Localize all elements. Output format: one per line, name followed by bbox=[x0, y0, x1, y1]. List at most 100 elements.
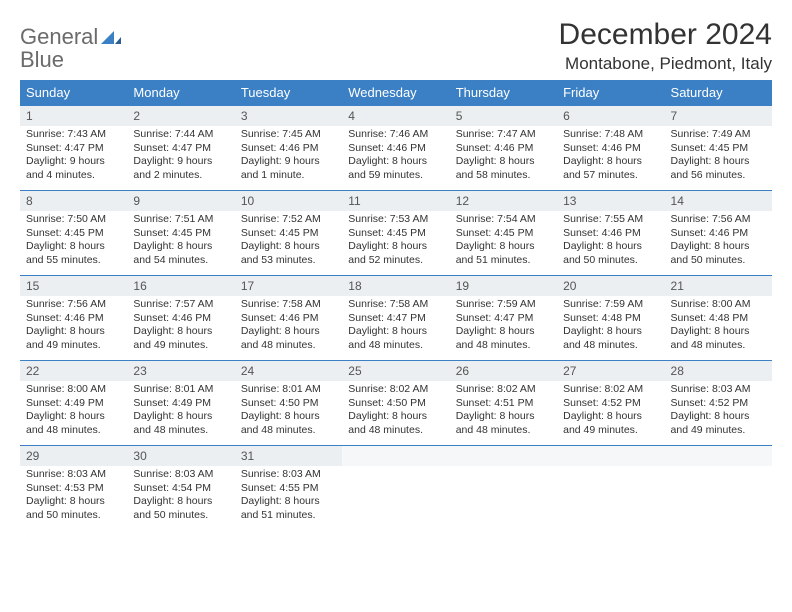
day-number: 15 bbox=[20, 276, 127, 297]
daylight-text: Daylight: 8 hours and 50 minutes. bbox=[671, 240, 766, 267]
sunrise-text: Sunrise: 8:03 AM bbox=[133, 468, 228, 482]
daylight-text: Daylight: 8 hours and 56 minutes. bbox=[671, 155, 766, 182]
sunset-text: Sunset: 4:46 PM bbox=[348, 142, 443, 156]
weekday-header: Wednesday bbox=[342, 80, 449, 106]
location: Montabone, Piedmont, Italy bbox=[559, 54, 772, 74]
sunrise-text: Sunrise: 8:00 AM bbox=[26, 383, 121, 397]
daylight-text: Daylight: 8 hours and 50 minutes. bbox=[26, 495, 121, 522]
day-number: 17 bbox=[235, 276, 342, 297]
day-number-row: 293031 bbox=[20, 446, 772, 467]
day-content-row: Sunrise: 7:50 AMSunset: 4:45 PMDaylight:… bbox=[20, 211, 772, 276]
sunrise-text: Sunrise: 7:53 AM bbox=[348, 213, 443, 227]
day-number: 6 bbox=[557, 106, 664, 127]
daylight-text: Daylight: 9 hours and 2 minutes. bbox=[133, 155, 228, 182]
daylight-text: Daylight: 8 hours and 48 minutes. bbox=[456, 325, 551, 352]
sunrise-text: Sunrise: 7:59 AM bbox=[456, 298, 551, 312]
day-number: 30 bbox=[127, 446, 234, 467]
sunrise-text: Sunrise: 7:45 AM bbox=[241, 128, 336, 142]
day-number-row: 22232425262728 bbox=[20, 361, 772, 382]
day-number: 26 bbox=[450, 361, 557, 382]
day-number: 14 bbox=[665, 191, 772, 212]
sunrise-text: Sunrise: 8:02 AM bbox=[348, 383, 443, 397]
sunrise-text: Sunrise: 7:44 AM bbox=[133, 128, 228, 142]
day-content-row: Sunrise: 7:43 AMSunset: 4:47 PMDaylight:… bbox=[20, 126, 772, 191]
daylight-text: Daylight: 8 hours and 55 minutes. bbox=[26, 240, 121, 267]
day-number: 18 bbox=[342, 276, 449, 297]
weekday-header: Tuesday bbox=[235, 80, 342, 106]
sunrise-text: Sunrise: 8:02 AM bbox=[563, 383, 658, 397]
day-number: 7 bbox=[665, 106, 772, 127]
sunrise-text: Sunrise: 8:03 AM bbox=[671, 383, 766, 397]
day-cell: Sunrise: 8:00 AMSunset: 4:48 PMDaylight:… bbox=[665, 296, 772, 361]
daylight-text: Daylight: 8 hours and 50 minutes. bbox=[563, 240, 658, 267]
day-number: 16 bbox=[127, 276, 234, 297]
day-number-row: 15161718192021 bbox=[20, 276, 772, 297]
daylight-text: Daylight: 8 hours and 54 minutes. bbox=[133, 240, 228, 267]
day-cell: Sunrise: 8:01 AMSunset: 4:49 PMDaylight:… bbox=[127, 381, 234, 446]
title-block: December 2024 Montabone, Piedmont, Italy bbox=[559, 18, 772, 74]
day-number: 27 bbox=[557, 361, 664, 382]
sunset-text: Sunset: 4:45 PM bbox=[133, 227, 228, 241]
sunset-text: Sunset: 4:47 PM bbox=[133, 142, 228, 156]
day-cell: Sunrise: 7:55 AMSunset: 4:46 PMDaylight:… bbox=[557, 211, 664, 276]
daylight-text: Daylight: 8 hours and 48 minutes. bbox=[671, 325, 766, 352]
day-cell: Sunrise: 7:45 AMSunset: 4:46 PMDaylight:… bbox=[235, 126, 342, 191]
daylight-text: Daylight: 8 hours and 48 minutes. bbox=[241, 325, 336, 352]
sunset-text: Sunset: 4:45 PM bbox=[456, 227, 551, 241]
sunrise-text: Sunrise: 7:50 AM bbox=[26, 213, 121, 227]
sunrise-text: Sunrise: 8:03 AM bbox=[26, 468, 121, 482]
day-number bbox=[450, 446, 557, 467]
sunrise-text: Sunrise: 7:56 AM bbox=[26, 298, 121, 312]
weekday-header: Monday bbox=[127, 80, 234, 106]
daylight-text: Daylight: 8 hours and 59 minutes. bbox=[348, 155, 443, 182]
day-cell: Sunrise: 7:59 AMSunset: 4:48 PMDaylight:… bbox=[557, 296, 664, 361]
day-cell: Sunrise: 7:56 AMSunset: 4:46 PMDaylight:… bbox=[20, 296, 127, 361]
day-number: 8 bbox=[20, 191, 127, 212]
weekday-header: Sunday bbox=[20, 80, 127, 106]
day-cell: Sunrise: 7:59 AMSunset: 4:47 PMDaylight:… bbox=[450, 296, 557, 361]
day-number: 12 bbox=[450, 191, 557, 212]
calendar-table: SundayMondayTuesdayWednesdayThursdayFrid… bbox=[20, 80, 772, 530]
day-content-row: Sunrise: 8:00 AMSunset: 4:49 PMDaylight:… bbox=[20, 381, 772, 446]
daylight-text: Daylight: 8 hours and 51 minutes. bbox=[456, 240, 551, 267]
logo-text: General Blue bbox=[20, 26, 121, 72]
sunset-text: Sunset: 4:50 PM bbox=[348, 397, 443, 411]
day-cell: Sunrise: 7:43 AMSunset: 4:47 PMDaylight:… bbox=[20, 126, 127, 191]
sunrise-text: Sunrise: 7:49 AM bbox=[671, 128, 766, 142]
sunrise-text: Sunrise: 7:57 AM bbox=[133, 298, 228, 312]
day-cell bbox=[450, 466, 557, 530]
day-number: 3 bbox=[235, 106, 342, 127]
sunset-text: Sunset: 4:51 PM bbox=[456, 397, 551, 411]
logo-sail-icon bbox=[101, 31, 121, 48]
day-number bbox=[665, 446, 772, 467]
day-cell bbox=[557, 466, 664, 530]
daylight-text: Daylight: 8 hours and 49 minutes. bbox=[133, 325, 228, 352]
sunset-text: Sunset: 4:46 PM bbox=[563, 227, 658, 241]
sunset-text: Sunset: 4:46 PM bbox=[456, 142, 551, 156]
day-number-row: 891011121314 bbox=[20, 191, 772, 212]
day-cell: Sunrise: 8:03 AMSunset: 4:54 PMDaylight:… bbox=[127, 466, 234, 530]
sunset-text: Sunset: 4:52 PM bbox=[563, 397, 658, 411]
sunrise-text: Sunrise: 7:46 AM bbox=[348, 128, 443, 142]
daylight-text: Daylight: 8 hours and 53 minutes. bbox=[241, 240, 336, 267]
day-number: 4 bbox=[342, 106, 449, 127]
daylight-text: Daylight: 8 hours and 49 minutes. bbox=[671, 410, 766, 437]
day-cell: Sunrise: 7:49 AMSunset: 4:45 PMDaylight:… bbox=[665, 126, 772, 191]
sunset-text: Sunset: 4:46 PM bbox=[671, 227, 766, 241]
day-cell: Sunrise: 7:57 AMSunset: 4:46 PMDaylight:… bbox=[127, 296, 234, 361]
day-cell: Sunrise: 7:44 AMSunset: 4:47 PMDaylight:… bbox=[127, 126, 234, 191]
day-cell: Sunrise: 7:52 AMSunset: 4:45 PMDaylight:… bbox=[235, 211, 342, 276]
daylight-text: Daylight: 8 hours and 48 minutes. bbox=[348, 325, 443, 352]
day-number-row: 1234567 bbox=[20, 106, 772, 127]
day-cell: Sunrise: 8:03 AMSunset: 4:55 PMDaylight:… bbox=[235, 466, 342, 530]
day-number: 31 bbox=[235, 446, 342, 467]
sunrise-text: Sunrise: 7:54 AM bbox=[456, 213, 551, 227]
sunset-text: Sunset: 4:55 PM bbox=[241, 482, 336, 496]
day-number: 13 bbox=[557, 191, 664, 212]
sunset-text: Sunset: 4:46 PM bbox=[133, 312, 228, 326]
daylight-text: Daylight: 8 hours and 48 minutes. bbox=[563, 325, 658, 352]
daylight-text: Daylight: 9 hours and 4 minutes. bbox=[26, 155, 121, 182]
sunset-text: Sunset: 4:45 PM bbox=[348, 227, 443, 241]
sunrise-text: Sunrise: 7:48 AM bbox=[563, 128, 658, 142]
sunset-text: Sunset: 4:50 PM bbox=[241, 397, 336, 411]
